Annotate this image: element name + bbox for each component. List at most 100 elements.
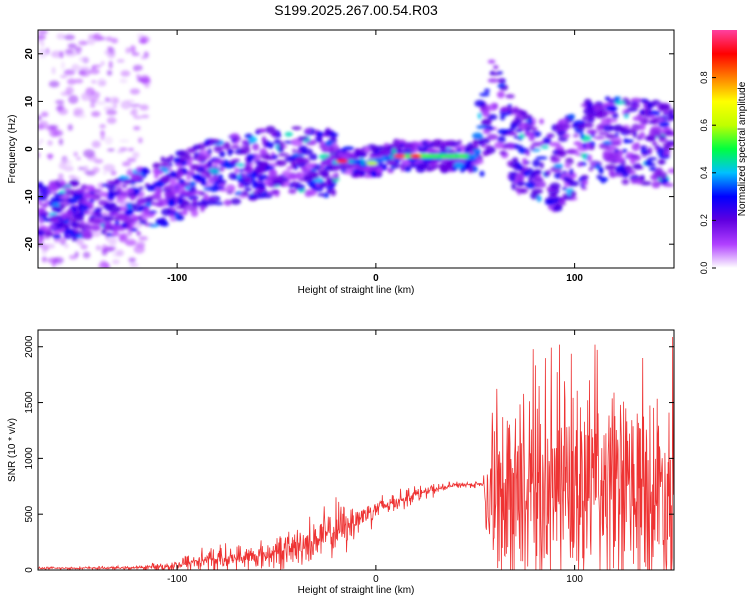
spectrogram-cell — [639, 98, 649, 103]
spectrogram-cell — [64, 48, 75, 54]
spectrogram-cell — [116, 150, 125, 154]
spectrogram-cell — [644, 159, 653, 167]
spectrogram-cell — [269, 169, 277, 175]
spectrogram-cell — [190, 209, 199, 217]
spectrogram-cell — [115, 199, 125, 204]
spectrogram-cell — [232, 175, 238, 180]
spectrogram-cell — [609, 125, 614, 131]
spectrogram-cell — [116, 58, 125, 63]
spectrogram-cell — [169, 177, 177, 184]
spectrogram-cell — [525, 149, 530, 157]
spectrogram-cell — [490, 70, 495, 76]
spectrogram-cell — [472, 139, 478, 146]
spectrogram-cell — [632, 163, 643, 170]
spectrogram-cell — [243, 176, 252, 184]
colorbar-tick-label: 0.6 — [699, 119, 709, 132]
spectrogram-cell — [658, 121, 670, 128]
spectrogram-cell — [236, 163, 245, 167]
spectrogram-cell — [329, 132, 339, 137]
spectrogram-cell — [126, 172, 132, 176]
x-tick-label: -100 — [167, 273, 187, 284]
spectrogram-cell — [257, 174, 269, 181]
spectrogram-cell — [67, 78, 77, 85]
spectrogram-cell — [112, 191, 121, 196]
spectrogram-cells — [38, 30, 674, 268]
spectrogram-cell — [106, 182, 117, 191]
spectrogram-cell — [639, 132, 645, 136]
x-tick-label: -100 — [167, 574, 187, 585]
spectrogram-cell — [499, 107, 509, 112]
spectrogram-cell — [477, 112, 482, 120]
spectrogram-cell — [290, 161, 297, 169]
spectrogram-cell — [453, 161, 464, 169]
spectrogram-cell — [91, 79, 97, 84]
spectrogram-cell — [130, 173, 142, 181]
spectrogram-cell — [108, 60, 113, 69]
colorbar-label: Normalized spectral amplitude — [737, 81, 748, 216]
spectrogram-cell — [630, 154, 639, 158]
spectrogram-cell — [74, 46, 82, 53]
spectrogram-cell — [562, 186, 568, 191]
spectrogram-cell — [126, 157, 137, 163]
spectrogram-cell — [60, 61, 66, 70]
spectrogram-cell — [557, 149, 567, 158]
spectrogram-cell — [207, 185, 220, 192]
spectrogram-cell — [47, 257, 59, 264]
spectrogram-cell — [38, 207, 46, 213]
spectrogram-cell — [546, 169, 551, 176]
spectrogram-cell — [138, 219, 148, 225]
spectrogram-cell — [273, 138, 281, 145]
spectrogram-cell — [163, 185, 175, 191]
spectrogram-cell — [580, 153, 587, 159]
colorbar: 0.0 0.2 0.4 0.6 0.8 Normalized spectral ampl… — [699, 30, 748, 274]
spectrogram-cell — [500, 114, 506, 121]
spectrogram-cell — [90, 66, 97, 70]
spectrogram-cell — [75, 51, 82, 55]
spectrogram-cell — [59, 50, 64, 59]
spectrogram-cell — [593, 136, 606, 140]
spectrogram-cell — [271, 131, 279, 137]
spectrogram-cell — [321, 147, 332, 153]
spectrogram-cell — [354, 150, 360, 158]
spectrogram-cell — [400, 164, 405, 172]
spectrogram-cell — [517, 174, 525, 182]
colorbar-tick-label: 0.2 — [699, 214, 709, 227]
spectrogram-cell — [103, 164, 116, 172]
spectrogram-cell — [80, 220, 86, 225]
spectrogram-cell — [206, 178, 215, 185]
spectrogram-cell — [663, 109, 670, 114]
spectrogram-cell — [549, 182, 561, 190]
spectrogram-cell — [102, 170, 108, 176]
spectrogram-cell — [203, 187, 211, 191]
spectrogram-cell — [237, 182, 244, 189]
spectrogram-cell — [104, 97, 111, 103]
spectrogram-cell — [85, 184, 96, 192]
spectrogram-cell — [71, 63, 80, 72]
spectrogram-cell — [114, 178, 120, 185]
spectrogram-cell — [390, 162, 400, 169]
spectrogram-cell — [244, 163, 250, 171]
spectrogram-cell — [581, 179, 588, 186]
spectrogram-cell — [38, 194, 45, 201]
spectrogram-cell — [512, 108, 524, 113]
spectrogram-cell — [370, 170, 377, 178]
spectrogram-cell — [651, 141, 658, 146]
spectrogram-cell — [647, 147, 653, 155]
spectrogram-cell — [277, 152, 289, 157]
spectrogram-cell — [40, 111, 49, 118]
spectrogram-cell — [497, 71, 503, 75]
spectrogram-cell — [640, 147, 646, 155]
spectrogram-cell — [223, 163, 236, 169]
spectrogram-cell — [191, 163, 199, 171]
spectrogram-cell — [48, 80, 60, 88]
spectrogram-cell — [111, 259, 120, 265]
spectrogram-cell — [125, 47, 131, 54]
spectrogram-cell — [100, 229, 107, 235]
spectrogram-cell — [268, 145, 274, 149]
spectrogram-cell — [439, 165, 450, 173]
y-tick-label: 10 — [24, 95, 35, 107]
spectrogram-cell — [521, 157, 528, 166]
spectrogram-cell — [323, 158, 335, 166]
spectrogram-cell — [107, 148, 115, 152]
spectrogram-cell — [317, 193, 326, 197]
